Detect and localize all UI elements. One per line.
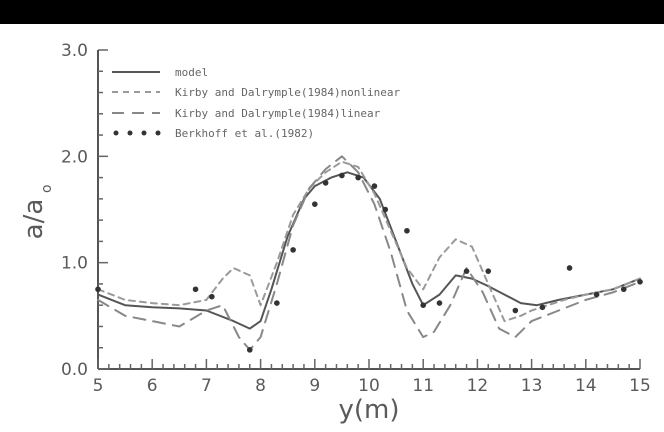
- data-point: [620, 286, 627, 293]
- x-tick-label: 15: [629, 376, 651, 396]
- legend-label-nonlinear: Kirby and Dalrymple(1984)nonlinear: [175, 86, 401, 99]
- data-point: [463, 268, 470, 274]
- x-tick-label: 7: [201, 376, 212, 396]
- data-point: [355, 174, 361, 181]
- y-axis-label: a/a o: [19, 184, 55, 239]
- data-point: [539, 304, 546, 311]
- data-point: [322, 180, 329, 186]
- x-tick-label: 13: [521, 376, 543, 396]
- legend: model Kirby and Dalrymple(1984)nonlinear…: [112, 66, 401, 140]
- y-axis-label-subscript: o: [39, 184, 55, 193]
- data-point: [290, 247, 296, 253]
- x-tick-label: 9: [309, 376, 320, 396]
- data-point: [637, 279, 643, 285]
- data-point: [485, 268, 492, 274]
- data-point: [246, 347, 253, 353]
- y-tick-label: 0.0: [61, 360, 88, 380]
- y-tick-label: 2.0: [61, 147, 88, 167]
- y-tick-label: 1.0: [61, 254, 88, 274]
- data-point: [512, 307, 519, 314]
- data-point: [593, 291, 600, 298]
- series-3-points: [95, 172, 643, 353]
- data-point: [420, 302, 427, 309]
- x-axis-label: y(m): [338, 395, 399, 425]
- data-point: [339, 172, 345, 179]
- data-point: [209, 293, 215, 300]
- data-point: [566, 265, 573, 271]
- series-2-line: [97, 155, 641, 351]
- axis-ticks: [97, 49, 641, 370]
- x-tick-label: 14: [575, 376, 597, 396]
- legend-label-berkhoff: Berkhoff et al.(1982): [175, 127, 314, 140]
- x-tick-label: 12: [467, 376, 489, 396]
- data-point: [95, 286, 101, 293]
- data-point: [371, 183, 378, 189]
- tick-labels: 5 6 7 8 9 10 11 12 13 14 15 0.0 1.0 2.0 3.0: [61, 41, 651, 396]
- x-tick-label: 10: [358, 376, 380, 396]
- y-tick-label: 3.0: [61, 41, 88, 61]
- data-point: [404, 227, 410, 234]
- series-layer: [95, 155, 643, 353]
- data-point: [192, 286, 199, 293]
- data-point: [382, 206, 389, 213]
- top-black-bar: [0, 0, 664, 24]
- x-tick-label: 8: [255, 376, 266, 396]
- legend-label-linear: Kirby and Dalrymple(1984)linear: [175, 107, 381, 120]
- x-tick-label: 5: [93, 376, 104, 396]
- x-tick-label: 6: [147, 376, 158, 396]
- data-point: [274, 300, 280, 306]
- legend-swatch-berkhoff: [113, 130, 161, 136]
- y-axis-label-main: a/a: [19, 199, 49, 240]
- data-point: [312, 201, 318, 207]
- legend-label-model: model: [175, 66, 208, 79]
- series-1-line: [97, 160, 641, 323]
- data-point: [436, 300, 443, 306]
- x-tick-label: 11: [412, 376, 434, 396]
